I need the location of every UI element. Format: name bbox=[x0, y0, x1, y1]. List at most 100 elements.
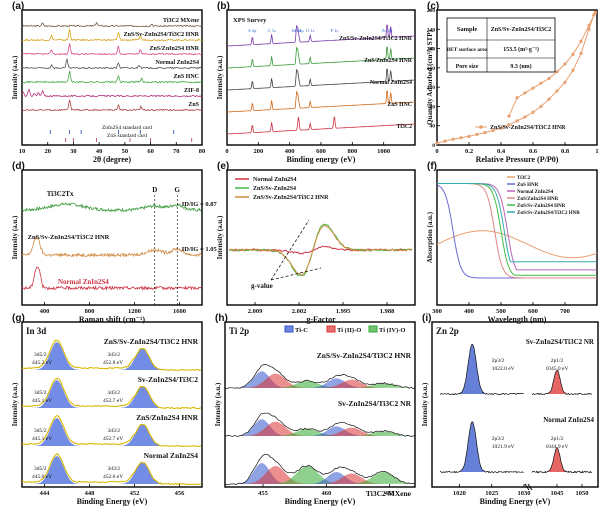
series-name: ZnS bbox=[188, 102, 199, 108]
x-tick-label: 1030 bbox=[518, 490, 531, 497]
legend-label: Normal ZnIn2S4 bbox=[253, 177, 297, 183]
series-name: Ti3C2Tx bbox=[47, 190, 74, 198]
x-tick-label: 0.6 bbox=[529, 148, 538, 155]
x-tick-label: 456 bbox=[175, 490, 186, 497]
x-tick-label: 800 bbox=[347, 148, 357, 155]
xrd-series-line bbox=[21, 99, 203, 112]
spectrum-line bbox=[532, 369, 593, 396]
series-name: Ti3C2 bbox=[397, 124, 412, 130]
table-cell: Sample bbox=[457, 26, 478, 33]
component-fill bbox=[225, 428, 415, 436]
epr-series-line bbox=[229, 224, 413, 276]
peak-fill bbox=[532, 448, 592, 472]
xrd-series-line bbox=[22, 70, 203, 84]
xps-series-line bbox=[227, 68, 415, 91]
peak-label: F 1s bbox=[330, 28, 338, 33]
peak-fill bbox=[22, 456, 201, 484]
xrd-series-line bbox=[21, 43, 203, 56]
isotherm-marker bbox=[531, 110, 535, 114]
peak-label: S 2p bbox=[248, 28, 257, 33]
isotherm-marker bbox=[593, 10, 598, 15]
spectrum-name: ZnS/Sv-ZnIn2S4/Ti3C2 HNR bbox=[104, 337, 199, 346]
series-name: ZnS/Sv-ZnIn2S4/Ti3C2 HNR bbox=[124, 32, 200, 38]
x-tick-label: 2.009 bbox=[248, 308, 263, 315]
peak-label: In 3d bbox=[292, 28, 302, 33]
panel-f: (f) 300 400 500 600 700 Wavelength (nm) Absorpt… bbox=[426, 161, 598, 324]
isotherm-marker bbox=[539, 104, 543, 109]
x-tick-label: 30 bbox=[70, 148, 77, 155]
annotation-arrow bbox=[270, 219, 310, 281]
x-tick-label: 1050 bbox=[576, 490, 589, 497]
band-label: G bbox=[175, 186, 181, 194]
panel-letter: (b) bbox=[217, 1, 230, 12]
legend-label: ZnS/Sv-ZnIn2S4/Ti3C2 HNR bbox=[490, 125, 566, 131]
x-tick-label: 60 bbox=[147, 148, 154, 155]
y-tick-label: 0 bbox=[432, 143, 435, 149]
panel-letter: (e) bbox=[217, 161, 229, 172]
fit-envelope bbox=[21, 339, 202, 372]
x-tick-label: 400 bbox=[464, 308, 474, 315]
series-name: ZnS/Sv-ZnIn2S4/Ti3C2 HNR bbox=[28, 234, 110, 241]
x-axis-label: g-Factor bbox=[306, 315, 336, 324]
series-name: Normal ZnIn2S4 bbox=[155, 60, 199, 66]
isotherm-marker bbox=[555, 70, 559, 74]
component-fill bbox=[225, 383, 415, 388]
peak-name: 2p1/2 bbox=[551, 436, 564, 442]
y-tick-label: 200 bbox=[427, 47, 436, 53]
isotherm-marker bbox=[483, 130, 487, 135]
isotherm-marker bbox=[587, 23, 591, 28]
isotherm-marker bbox=[579, 39, 583, 43]
x-axis-label: Binding Energy (eV) bbox=[285, 497, 356, 506]
isotherm-marker bbox=[579, 51, 583, 55]
ratio-label: ID/IG = 0.87 bbox=[182, 201, 218, 208]
peak-label: O 1s bbox=[306, 28, 315, 33]
peak-position: 445.1 eV bbox=[32, 436, 52, 442]
peak-position: 445.0 eV bbox=[32, 474, 52, 480]
x-tick-label: 1 bbox=[595, 148, 598, 155]
spectrum-line bbox=[531, 447, 593, 474]
x-tick-label: 1020 bbox=[453, 490, 466, 497]
legend-label: ZnS/Sv-ZnIn2S4/Ti3C2 HNR bbox=[517, 211, 580, 216]
spectrum-name: Ti3C2 MXene bbox=[366, 489, 412, 498]
peak-position: 445.1 eV bbox=[32, 398, 52, 404]
g-value-annotation: g-value bbox=[251, 282, 273, 290]
isotherm-marker bbox=[435, 141, 439, 145]
x-tick-label: 20 bbox=[44, 148, 51, 155]
y-axis-label: Intensity (a.u.) bbox=[11, 55, 19, 99]
uvvis-series-line bbox=[436, 230, 598, 259]
table-cell: 9.3 (nm) bbox=[510, 63, 531, 70]
x-tick-label: 700 bbox=[560, 308, 570, 315]
y-tick-label: 160 bbox=[427, 66, 436, 72]
x-tick-label: 300 bbox=[432, 308, 442, 315]
table-cell: Pore size bbox=[456, 64, 479, 70]
x-tick-label: 0 bbox=[435, 148, 438, 155]
isotherm-marker bbox=[523, 115, 527, 119]
x-tick-label: 10 bbox=[19, 148, 26, 155]
x-tick-label: 400 bbox=[40, 308, 50, 315]
legend-label: ZnS/ZnIn2S4 HNR bbox=[517, 197, 559, 202]
isotherm-marker bbox=[451, 137, 455, 141]
x-tick-label: 1600 bbox=[173, 308, 186, 315]
peak-fill bbox=[532, 370, 592, 394]
peak-name: 3d3/2 bbox=[108, 390, 121, 396]
x-tick-label: 400 bbox=[285, 148, 295, 155]
y-axis-label: Intensity (a.u.) bbox=[421, 382, 429, 426]
legend-swatch bbox=[326, 325, 336, 333]
series-name: ZnS/Sv-ZnIn2S4/Ti3C2 HNR bbox=[339, 36, 413, 42]
peak-fill bbox=[22, 380, 201, 408]
peak-name: 3d5/2 bbox=[34, 428, 47, 434]
plot-frame bbox=[224, 321, 416, 488]
isotherm-marker bbox=[555, 89, 559, 93]
reference-card-label: ZnIn2S4 standard card bbox=[102, 125, 152, 131]
isotherm-marker bbox=[515, 119, 519, 123]
spectrum-line bbox=[439, 421, 524, 474]
fit-envelope bbox=[22, 452, 202, 486]
peak-position: 445.2 eV bbox=[32, 360, 52, 366]
isotherm-marker bbox=[491, 128, 495, 133]
peak-position: 1022.0 eV bbox=[492, 366, 515, 372]
x-tick-label: 465 bbox=[385, 490, 396, 497]
isotherm-marker bbox=[459, 136, 463, 140]
x-tick-label: 448 bbox=[85, 490, 96, 497]
y-tick-label: 120 bbox=[427, 85, 436, 91]
raman-series-line bbox=[21, 266, 202, 291]
